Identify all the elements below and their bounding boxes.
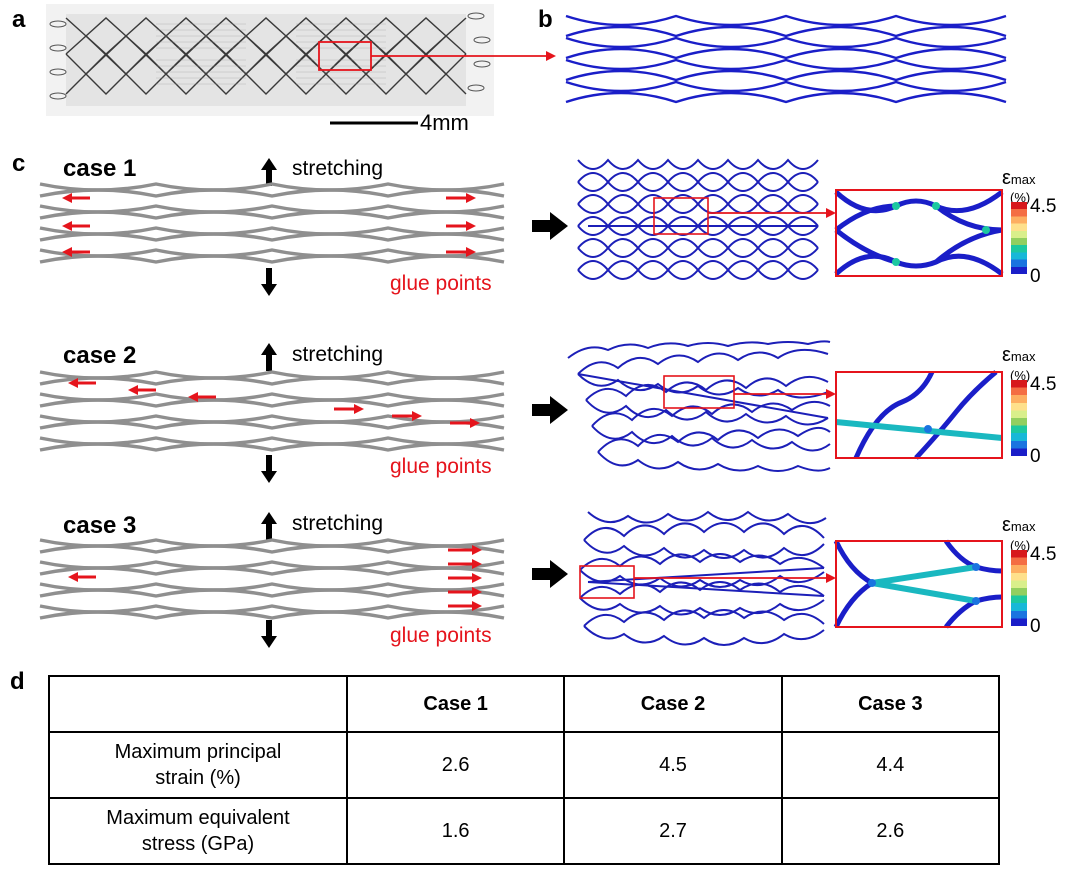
panel-label-d: d xyxy=(10,668,25,695)
case-3-colorbar xyxy=(1011,550,1027,626)
row-label-strain-line1: Maximum principal xyxy=(114,741,282,763)
table-cell: 2.6 xyxy=(780,797,1001,865)
table-cell: 4.5 xyxy=(563,731,783,799)
case-2-stent xyxy=(39,370,505,452)
case-1-colorbar-max: 4.5 xyxy=(1030,196,1057,217)
case-3-stent xyxy=(39,538,505,620)
case-3-colorbar-min: 0 xyxy=(1030,616,1041,637)
case-2-colorbar-min: 0 xyxy=(1030,446,1041,467)
case-3-zoom-detail xyxy=(833,539,1003,629)
case-1-colorbar-min: 0 xyxy=(1030,266,1041,287)
case-3-stretching-label: stretching xyxy=(292,512,384,535)
table-header-case-2: Case 2 xyxy=(563,675,783,733)
stent-photo xyxy=(46,4,494,116)
stretch-arrow-down-icon xyxy=(261,455,277,483)
panel-label-b: b xyxy=(538,6,553,33)
scale-bar xyxy=(330,121,418,125)
case-1-stretching-label: stretching xyxy=(292,157,384,180)
scale-bar-label: 4mm xyxy=(420,110,469,135)
case-3-glue-points-label: glue points xyxy=(390,624,492,647)
result-arrow-icon xyxy=(532,212,568,240)
table-row: Maximum equivalent stress (GPa) 1.6 2.7 … xyxy=(48,797,1001,865)
case-2-colorbar-unit: (%) xyxy=(1010,368,1031,383)
stretch-arrow-up-icon xyxy=(261,512,277,540)
case-3-colorbar-max: 4.5 xyxy=(1030,544,1057,565)
case-1-zoom-detail xyxy=(834,189,1004,277)
stretch-arrow-up-icon xyxy=(261,343,277,371)
stretch-arrow-up-icon xyxy=(261,158,277,186)
table-header-case-1: Case 1 xyxy=(345,675,566,733)
panel-label-c: c xyxy=(12,150,26,177)
case-2-colorbar xyxy=(1011,380,1027,456)
case-1-colorbar-unit: (%) xyxy=(1010,190,1031,205)
case-1-stent xyxy=(39,182,505,264)
case-2-stretching-label: stretching xyxy=(292,343,384,366)
results-table: Case 1 Case 2 Case 3 Maximum principal s… xyxy=(48,675,1001,865)
table-header-row: Case 1 Case 2 Case 3 xyxy=(48,675,1001,733)
case-2-colorbar-title: εmax xyxy=(1002,344,1035,367)
stretch-arrow-down-icon xyxy=(261,620,277,648)
row-label-strain: Maximum principal strain (%) xyxy=(48,731,348,799)
colorbar-symbol: ε xyxy=(1002,344,1011,366)
case-3-title: case 3 xyxy=(63,512,137,539)
case-2-zoom-detail xyxy=(835,370,1003,460)
case-2-title: case 2 xyxy=(63,342,137,369)
table-header-case-3: Case 3 xyxy=(780,675,1001,733)
stretch-arrow-down-icon xyxy=(261,268,277,296)
case-2-glue-points-label: glue points xyxy=(390,455,492,478)
row-label-stress-line2: stress (GPa) xyxy=(141,833,255,855)
case-3-deformed-stent xyxy=(579,510,827,646)
table-cell: 1.6 xyxy=(345,797,566,865)
row-label-stress-line1: Maximum equivalent xyxy=(106,807,290,829)
colorbar-symbol: ε xyxy=(1002,514,1011,536)
case-1-colorbar-title: εmax xyxy=(1002,167,1035,190)
colorbar-subscript: max xyxy=(1010,349,1036,364)
case-1-glue-points-label: glue points xyxy=(390,272,492,295)
result-arrow-icon xyxy=(532,560,568,588)
panel-label-a: a xyxy=(12,6,26,33)
table-cell: 2.6 xyxy=(345,731,566,799)
case-3-colorbar-unit: (%) xyxy=(1010,538,1031,553)
result-arrow-icon xyxy=(532,396,568,424)
table-cell: 2.7 xyxy=(563,797,783,865)
case-2-colorbar-max: 4.5 xyxy=(1030,374,1057,395)
case-1-colorbar xyxy=(1011,202,1027,274)
case-3-colorbar-title: εmax xyxy=(1002,514,1035,537)
row-label-strain-line2: strain (%) xyxy=(155,767,241,789)
stent-zoom-model xyxy=(565,14,1007,104)
table-header-empty xyxy=(48,675,348,733)
case-1-deformed-stent xyxy=(577,158,819,280)
row-label-stress: Maximum equivalent stress (GPa) xyxy=(48,797,348,865)
case-1-title: case 1 xyxy=(63,155,137,182)
colorbar-symbol: ε xyxy=(1002,167,1011,189)
table-row: Maximum principal strain (%) 2.6 4.5 4.4 xyxy=(48,731,1001,799)
colorbar-subscript: max xyxy=(1010,519,1036,534)
colorbar-subscript: max xyxy=(1010,172,1036,187)
case-2-deformed-stent xyxy=(567,340,831,472)
table-cell: 4.4 xyxy=(780,731,1001,799)
